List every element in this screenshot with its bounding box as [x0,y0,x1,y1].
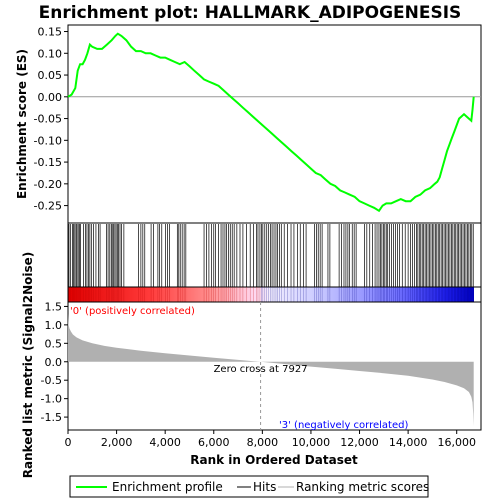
es-y-axis: 0.15 0.10 0.05 0.00 -0.05 -0.10 -0.15 -0.20 -0.2… [34,26,68,213]
metric-panel: 1.5 1.0 0.5 0.0 -0.5 -1.0 -1.5 '0' (positively… [21,252,482,479]
es-y-tick-label: 0.05 [38,69,63,82]
es-panel: 0.15 0.10 0.05 0.00 -0.05 -0.10 -0.15 -0.20 -0.2… [15,24,482,224]
es-y-tick-label: -0.20 [34,178,62,191]
metric-y-tick-label: -0.5 [41,374,62,387]
zero-cross-label: Zero cross at 7927 [214,364,308,375]
metric-y-tick-label: 0.5 [45,337,63,350]
x-tick-label: 10,000 [292,436,331,449]
x-tick-label: 8,000 [247,436,279,449]
legend-metric-label: Ranking metric scores [296,480,429,494]
x-tick-label: 6,000 [198,436,230,449]
x-axis-label: Rank in Ordered Dataset [190,453,358,467]
es-panel-frame [67,24,482,224]
color-bar-gradient [68,287,474,302]
metric-y-axis: 1.5 1.0 0.5 0.0 -0.5 -1.0 -1.5 [41,300,68,424]
x-tick-label: 0 [65,436,72,449]
legend-hits-label: Hits [253,480,276,494]
legend-es-label: Enrichment profile [112,480,223,494]
positive-correlation-label: '0' (positively correlated) [70,306,195,317]
es-y-tick-label: -0.25 [34,200,62,213]
es-y-tick-label: 0.10 [38,47,63,60]
x-tick-label: 12,000 [340,436,379,449]
es-y-tick-label: -0.05 [34,113,62,126]
metric-y-tick-label: 1.0 [45,319,63,332]
hit-markers [68,224,474,287]
es-y-tick-label: -0.15 [34,156,62,169]
es-y-tick-label: 0.15 [38,26,63,39]
ranking-color-bar [67,286,482,303]
metric-y-tick-label: -1.5 [41,411,62,424]
metric-y-tick-label: -1.0 [41,393,62,406]
x-tick-label: 16,000 [437,436,476,449]
x-tick-label: 2,000 [101,436,133,449]
x-axis: 0 2,000 4,000 6,000 8,000 10,000 12,000 14,000 1… [65,430,476,449]
es-series-line [67,32,475,213]
chart-title: Enrichment plot: HALLMARK_ADIPOGENESIS [39,3,462,23]
es-y-tick-label: -0.10 [34,134,62,147]
ranking-metric-area [68,313,474,427]
x-tick-label: 14,000 [389,436,428,449]
color-bar-hit-ticks [68,287,474,302]
hits-panel [67,222,482,288]
legend: Enrichment profile Hits Ranking metric s… [69,475,429,498]
negative-correlation-label: '3' (negatively correlated) [279,420,408,431]
es-y-tick-label: 0.00 [38,91,63,104]
metric-y-tick-label: 1.5 [45,300,63,313]
x-tick-label: 4,000 [149,436,181,449]
metric-y-label: Ranked list metric (Signal2Noise) [21,252,35,479]
es-y-label: Enrichment score (ES) [15,49,29,199]
metric-y-tick-label: 0.0 [45,356,63,369]
